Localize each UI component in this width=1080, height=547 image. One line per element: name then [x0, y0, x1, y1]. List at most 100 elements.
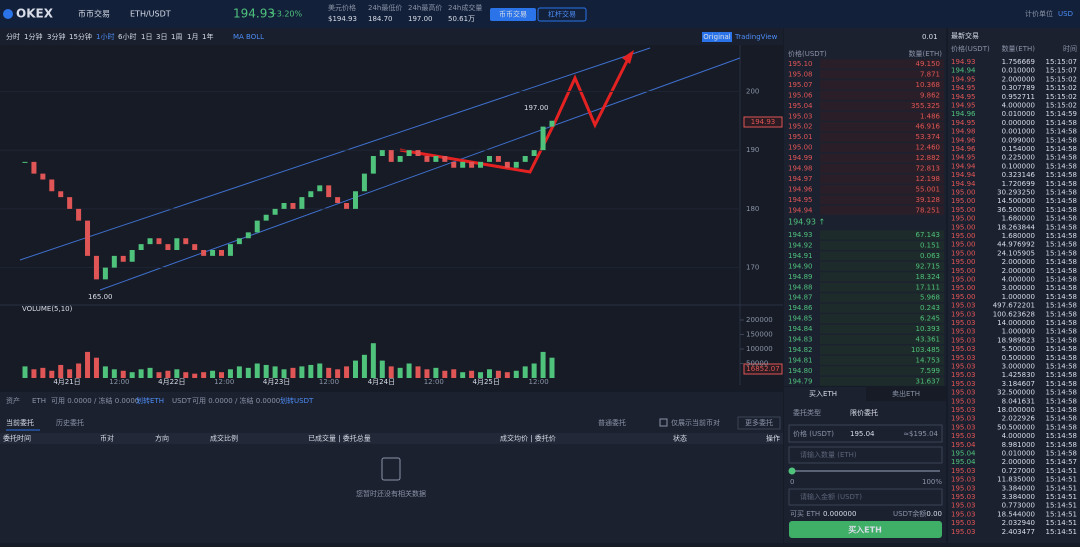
ask-price: 195.06: [788, 91, 813, 99]
order-type[interactable]: 限价委托: [850, 408, 878, 417]
stat-label: 24h最低价: [368, 3, 402, 12]
trade-time: 15:14:58: [1046, 232, 1077, 240]
trade-time: 15:14:58: [1046, 354, 1077, 362]
period[interactable]: 1月: [187, 33, 198, 41]
submit[interactable]: 买入ETH: [848, 526, 882, 535]
ask-amount: 355.325: [911, 102, 940, 110]
more-btn[interactable]: [737, 416, 781, 430]
period[interactable]: 分时: [6, 32, 20, 41]
period[interactable]: 3日: [156, 33, 167, 41]
trade-time: 15:14:51: [1046, 476, 1077, 484]
trade-price: 195.00: [951, 249, 976, 257]
trade-time: 15:14:58: [1046, 189, 1077, 197]
depth-bg: [820, 324, 944, 334]
bid-price: 194.90: [788, 262, 813, 270]
asset[interactable]: 划转ETH: [136, 396, 164, 405]
only-current[interactable]: 仅展示当前币对: [671, 418, 720, 427]
volume-bar: [308, 364, 314, 378]
amount-placeholder[interactable]: 请输入金额 (USDT): [800, 492, 862, 501]
tab-bg[interactable]: [490, 8, 536, 21]
tab-bg[interactable]: [537, 7, 587, 22]
trade-time: 15:14:57: [1046, 458, 1077, 466]
filter[interactable]: 普通委托: [598, 418, 626, 427]
unit[interactable]: USD: [1058, 10, 1073, 18]
bid-amount: 14.753: [916, 356, 941, 364]
ask-price: 194.94: [788, 206, 813, 214]
slider-min: 0: [790, 478, 794, 486]
last-price: 194.93: [233, 7, 275, 21]
bid-price: 194.85: [788, 315, 813, 323]
volume-bar: [227, 369, 233, 378]
form-tab[interactable]: 卖出ETH: [892, 389, 920, 398]
form-tab[interactable]: 买入ETH: [809, 390, 837, 398]
precision[interactable]: 0.01: [922, 33, 938, 41]
period[interactable]: 6小时: [118, 32, 136, 41]
candle: [415, 150, 421, 156]
trade-price: 195.03: [951, 302, 976, 310]
tab[interactable]: 杠杆交易: [548, 10, 576, 19]
period[interactable]: 15分钟: [69, 32, 92, 41]
trade-amount: 5.500000: [1002, 345, 1035, 353]
volume-bar: [236, 366, 242, 378]
depth-bg: [820, 272, 944, 282]
slider-knob[interactable]: [788, 467, 796, 475]
x-tick-label: 4月24日: [368, 378, 395, 386]
qty-placeholder[interactable]: 请输入数量 (ETH): [800, 450, 857, 459]
price-value[interactable]: 195.04: [850, 430, 875, 438]
high-label: 197.00: [524, 104, 549, 112]
view[interactable]: TradingView: [734, 33, 778, 41]
candle: [129, 250, 135, 262]
trade-price: 195.04: [951, 458, 976, 466]
checkbox[interactable]: [659, 418, 668, 427]
candle: [352, 191, 358, 209]
period[interactable]: 1小时: [96, 32, 114, 41]
period[interactable]: 1分钟: [24, 32, 42, 41]
indicators[interactable]: MA BOLL: [233, 33, 264, 41]
more[interactable]: 更多委托: [745, 418, 773, 427]
trade-time: 15:14:58: [1046, 389, 1077, 397]
trade-time: 15:14:58: [1046, 345, 1077, 353]
period[interactable]: 1日: [141, 33, 152, 41]
trade-time: 15:15:02: [1046, 93, 1077, 101]
qty-input[interactable]: [788, 446, 943, 464]
ask-amount: 12.198: [916, 175, 941, 183]
trade-amount: 100.623628: [993, 310, 1035, 318]
period[interactable]: 3分钟: [47, 32, 65, 41]
amount-input[interactable]: [788, 488, 943, 506]
view[interactable]: Original: [703, 33, 730, 41]
depth-bg: [820, 122, 944, 132]
tab[interactable]: 币币交易: [499, 10, 527, 19]
period[interactable]: 1周: [171, 33, 182, 41]
channel-line: [19, 47, 651, 261]
logo: OKEX: [16, 7, 54, 21]
asset[interactable]: 划转USDT: [280, 396, 314, 405]
trade-amount: 30.293250: [997, 189, 1035, 197]
bid-price: 194.87: [788, 294, 813, 302]
period[interactable]: 1年: [202, 32, 213, 41]
price-input[interactable]: [788, 424, 943, 443]
unit-label: 计价单位: [1025, 9, 1053, 18]
volume-bar: [433, 367, 439, 378]
trade-time: 15:14:58: [1046, 441, 1077, 449]
trade-time: 15:14:59: [1046, 110, 1077, 118]
form-tab-bg[interactable]: [866, 387, 946, 401]
market-type[interactable]: 币币交易: [78, 9, 110, 19]
volume-bar: [174, 369, 180, 378]
volume-bar: [478, 372, 484, 378]
depth-bg: [820, 335, 944, 344]
submit-bg[interactable]: [789, 521, 942, 538]
trade-time: 15:14:51: [1046, 502, 1077, 510]
volume-bar: [219, 372, 225, 378]
candle: [549, 120, 555, 127]
pair[interactable]: ETH/USDT: [130, 10, 171, 19]
trade-time: 15:14:58: [1046, 180, 1077, 188]
trade-time: 15:14:58: [1046, 241, 1077, 249]
empty-icon: [381, 457, 401, 481]
volume-bar: [290, 367, 296, 378]
trade-amount: 1.425830: [1002, 371, 1035, 379]
orders-tab[interactable]: 历史委托: [56, 418, 84, 427]
orders-tab[interactable]: 当前委托: [6, 418, 34, 427]
ask-amount: 12.460: [916, 144, 941, 152]
view-bg[interactable]: [702, 32, 732, 42]
trade-price: 195.03: [951, 310, 976, 318]
